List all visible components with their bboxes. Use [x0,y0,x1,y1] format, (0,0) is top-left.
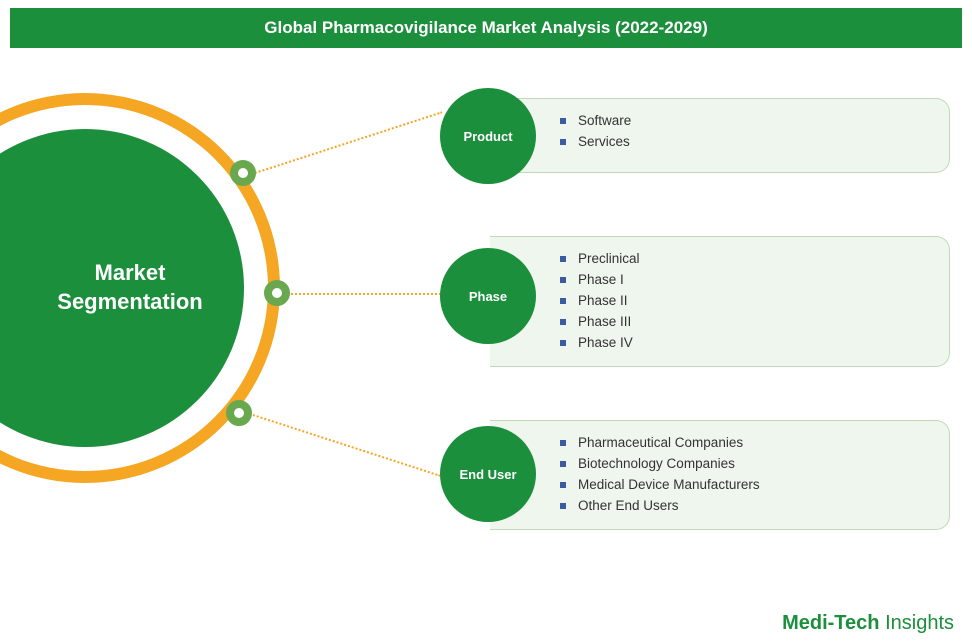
segment-circle-product: Product [440,88,536,184]
hub-label-line1: Market [95,260,166,285]
list-item: Phase III [560,312,929,333]
ring-node-product [230,160,256,186]
detail-list-enduser: Pharmaceutical Companies Biotechnology C… [560,433,929,517]
brand-part1: Medi-Tech [782,612,879,634]
connector-phase [288,293,448,295]
header-title-text: Global Pharmacovigilance Market Analysis… [264,18,707,37]
list-item: Medical Device Manufacturers [560,475,929,496]
brand-part2: Insights [880,612,954,634]
segment-circle-phase: Phase [440,248,536,344]
header-title-bar: Global Pharmacovigilance Market Analysis… [10,8,962,48]
list-item: Phase IV [560,333,929,354]
list-item: Services [560,132,929,153]
segment-label: End User [459,467,516,482]
list-item: Software [560,111,929,132]
hub-label: Market Segmentation [0,259,203,316]
list-item: Pharmaceutical Companies [560,433,929,454]
connector-product [252,111,443,175]
list-item: Biotechnology Companies [560,454,929,475]
ring-node-phase [264,280,290,306]
segment-label: Phase [469,289,507,304]
hub-label-line2: Segmentation [57,289,202,314]
segment-label: Product [463,129,512,144]
list-item: Preclinical [560,249,929,270]
detail-box-phase: Preclinical Phase I Phase II Phase III P… [490,236,950,367]
detail-box-enduser: Pharmaceutical Companies Biotechnology C… [490,420,950,530]
detail-box-product: Software Services [490,98,950,173]
segment-circle-enduser: End User [440,426,536,522]
detail-list-product: Software Services [560,111,929,153]
brand-logo: Medi-Tech Insights [782,612,954,635]
detail-list-phase: Preclinical Phase I Phase II Phase III P… [560,249,929,354]
list-item: Phase I [560,270,929,291]
list-item: Phase II [560,291,929,312]
list-item: Other End Users [560,496,929,517]
ring-node-enduser [226,400,252,426]
